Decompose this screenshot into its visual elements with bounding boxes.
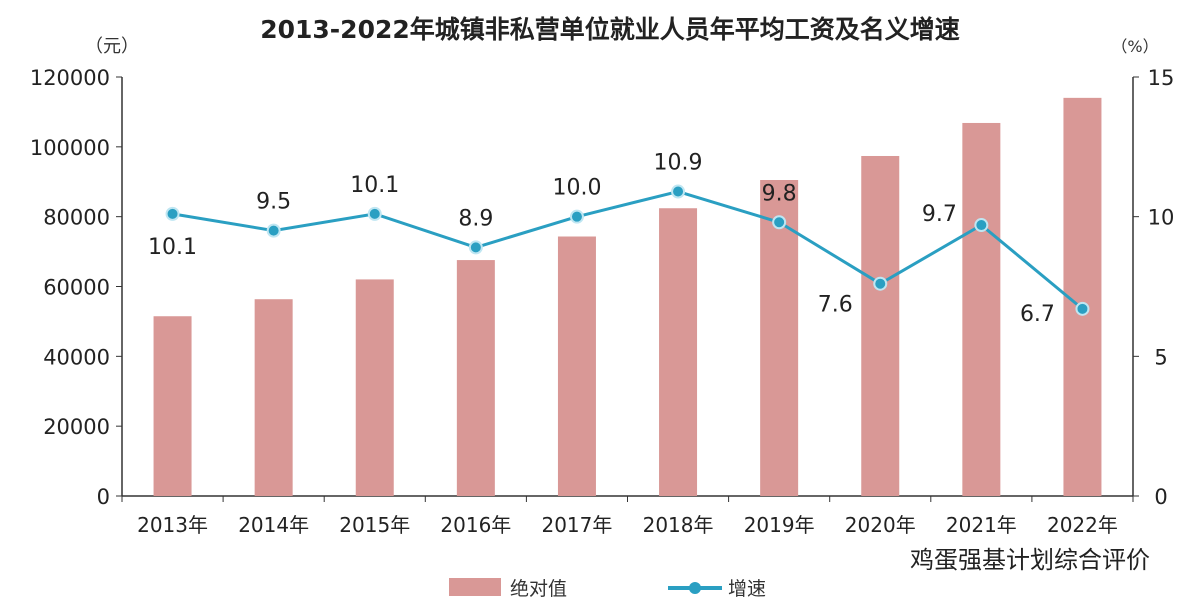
legend-label-line: 增速 bbox=[728, 578, 766, 600]
left-axis-unit: （元） bbox=[85, 36, 139, 57]
right-tick-label: 15 bbox=[1148, 66, 1175, 90]
growth-data-label: 8.9 bbox=[458, 206, 493, 231]
growth-data-label: 10.9 bbox=[654, 151, 703, 176]
growth-point bbox=[367, 206, 382, 221]
growth-point bbox=[569, 209, 584, 224]
x-tick-label: 2021年 bbox=[946, 513, 1017, 537]
growth-point bbox=[266, 223, 281, 238]
bar bbox=[962, 122, 1001, 496]
left-tick-label: 100000 bbox=[30, 136, 110, 160]
right-tick-label: 10 bbox=[1148, 206, 1175, 230]
growth-point bbox=[974, 218, 989, 233]
bar bbox=[760, 180, 799, 496]
growth-point bbox=[468, 240, 483, 255]
growth-point bbox=[671, 184, 686, 199]
growth-data-label: 10.0 bbox=[552, 176, 601, 201]
x-tick-label: 2022年 bbox=[1047, 513, 1118, 537]
bar bbox=[355, 279, 394, 496]
growth-data-label: 6.7 bbox=[1020, 302, 1055, 327]
growth-data-label: 10.1 bbox=[350, 173, 399, 198]
growth-data-label: 7.6 bbox=[818, 293, 853, 318]
bar bbox=[659, 208, 698, 496]
growth-point bbox=[772, 215, 787, 230]
right-tick-label: 0 bbox=[1154, 485, 1167, 509]
legend-swatch-bar bbox=[449, 578, 501, 596]
bar bbox=[153, 316, 192, 496]
left-tick-label: 120000 bbox=[30, 66, 110, 90]
growth-point bbox=[1075, 301, 1090, 316]
left-tick-label: 40000 bbox=[43, 345, 110, 369]
growth-point bbox=[165, 206, 180, 221]
right-axis-unit: （%） bbox=[1111, 37, 1158, 56]
legend-marker bbox=[689, 582, 701, 594]
left-tick-label: 20000 bbox=[43, 415, 110, 439]
x-tick-label: 2016年 bbox=[440, 513, 511, 537]
x-tick-label: 2013年 bbox=[137, 513, 208, 537]
growth-data-label: 9.7 bbox=[922, 202, 957, 227]
growth-data-label: 9.5 bbox=[256, 190, 291, 215]
x-tick-label: 2018年 bbox=[643, 513, 714, 537]
legend: 绝对值 增速 bbox=[449, 578, 766, 600]
bar bbox=[861, 155, 900, 496]
x-tick-label: 2014年 bbox=[238, 513, 309, 537]
x-tick-label: 2017年 bbox=[541, 513, 612, 537]
growth-line bbox=[172, 189, 1084, 311]
x-tick-label: 2015年 bbox=[339, 513, 410, 537]
bar bbox=[557, 236, 596, 496]
growth-data-label: 9.8 bbox=[762, 181, 797, 206]
x-tick-label: 2019年 bbox=[744, 513, 815, 537]
growth-point bbox=[873, 276, 888, 291]
left-tick-label: 0 bbox=[97, 485, 110, 509]
chart-title: 2013-2022年城镇非私营单位就业人员年平均工资及名义增速 bbox=[260, 15, 960, 44]
x-tick-label: 2020年 bbox=[845, 513, 916, 537]
left-tick-label: 80000 bbox=[43, 206, 110, 230]
right-tick-label: 5 bbox=[1154, 345, 1167, 369]
left-tick-label: 60000 bbox=[43, 276, 110, 300]
watermark: 鸡蛋强基计划综合评价 bbox=[910, 546, 1150, 574]
growth-data-label: 10.1 bbox=[148, 235, 197, 260]
legend-label-bar: 绝对值 bbox=[510, 578, 567, 600]
bar bbox=[456, 260, 495, 496]
bar bbox=[254, 299, 293, 496]
